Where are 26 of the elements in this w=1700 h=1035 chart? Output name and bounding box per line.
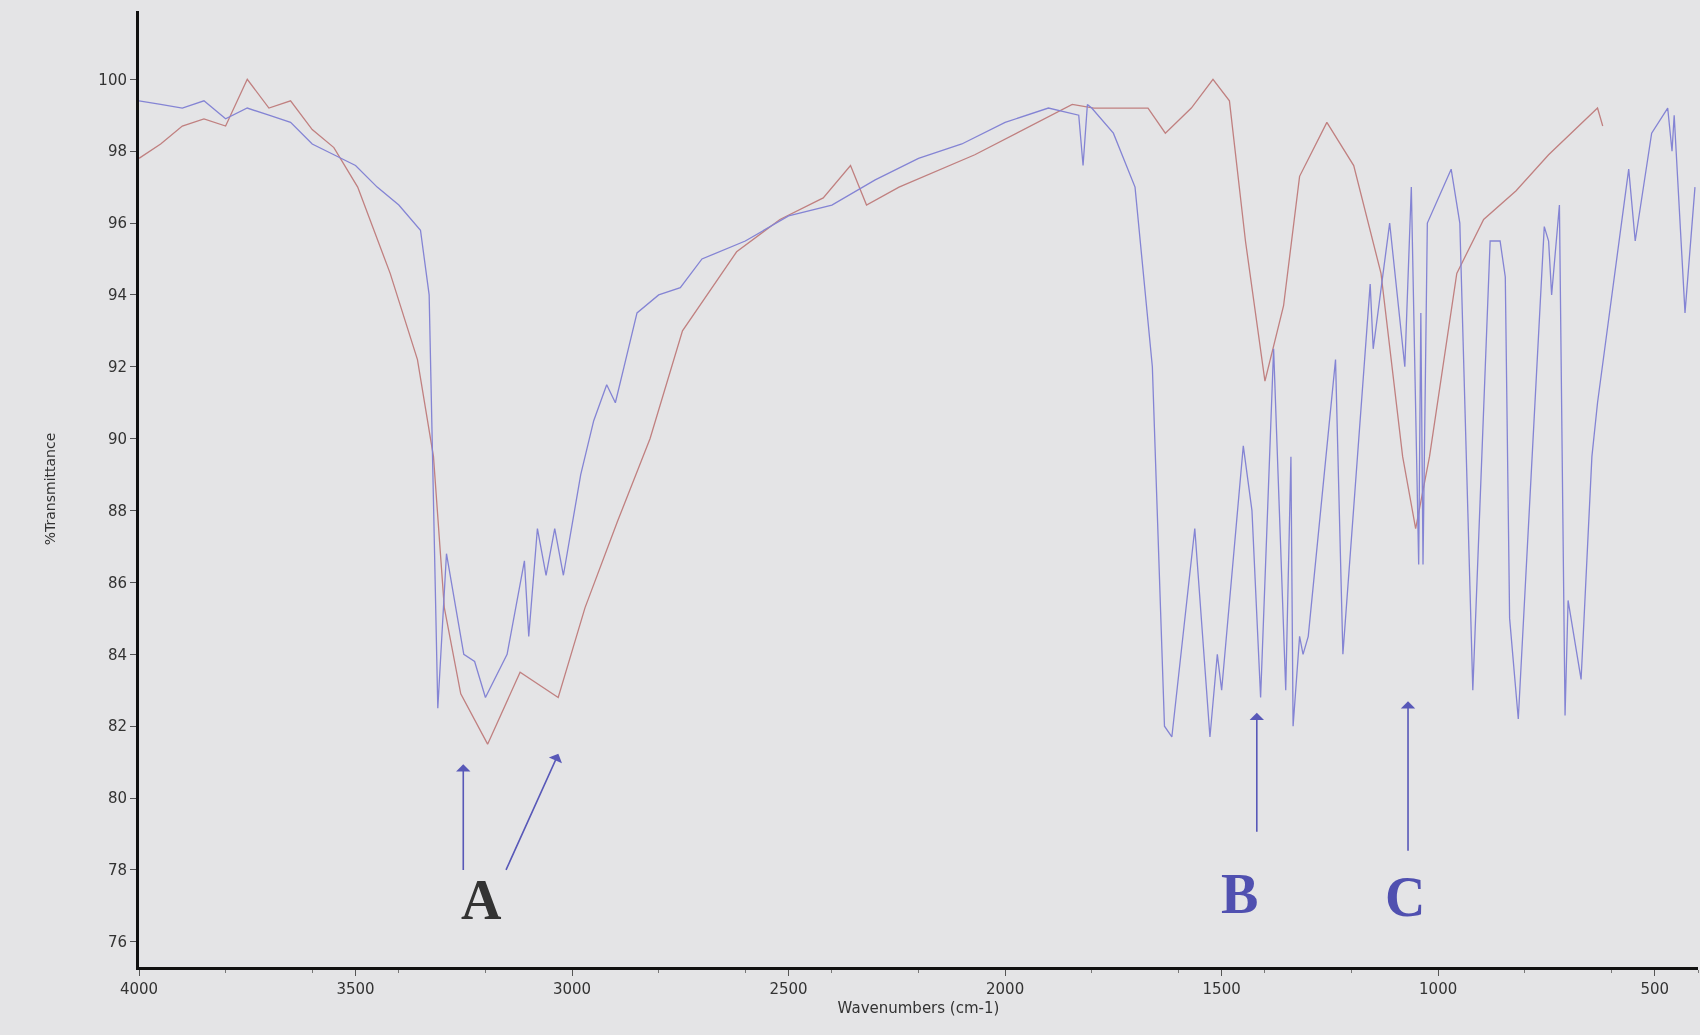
annotation: B	[1221, 863, 1259, 925]
y-tick-label: 84	[107, 645, 127, 664]
y-tick-label: 78	[107, 861, 127, 880]
y-tick-label: 82	[107, 717, 127, 736]
x-tick-label: 4000	[119, 980, 159, 998]
x-tick-label: 2000	[986, 980, 1025, 998]
y-tick-label: 96	[107, 214, 127, 233]
y-tick-label: 100	[98, 70, 127, 89]
y-tick-label: 88	[107, 501, 127, 520]
x-tick-label: 3000	[552, 980, 592, 998]
x-tick-label: 1500	[1202, 980, 1241, 998]
y-tick-label: 90	[107, 429, 127, 448]
x-tick-label: 2500	[769, 980, 808, 998]
y-axis-title: %Transmittance	[41, 432, 58, 546]
x-tick-label: 500	[1640, 980, 1670, 998]
y-tick-label: 94	[107, 286, 127, 305]
annotation: C	[1385, 866, 1426, 928]
y-tick-label: 98	[107, 142, 127, 161]
x-tick-label: 3500	[336, 980, 375, 998]
annotation: A	[461, 869, 502, 931]
y-tick-label: 80	[107, 789, 127, 808]
y-tick-label: 76	[107, 933, 127, 952]
x-tick-label: 1000	[1419, 980, 1458, 998]
y-tick-label: 92	[107, 358, 127, 377]
y-tick-label: 86	[107, 573, 127, 592]
x-axis-title: Wavenumbers (cm-1)	[837, 999, 1000, 1017]
